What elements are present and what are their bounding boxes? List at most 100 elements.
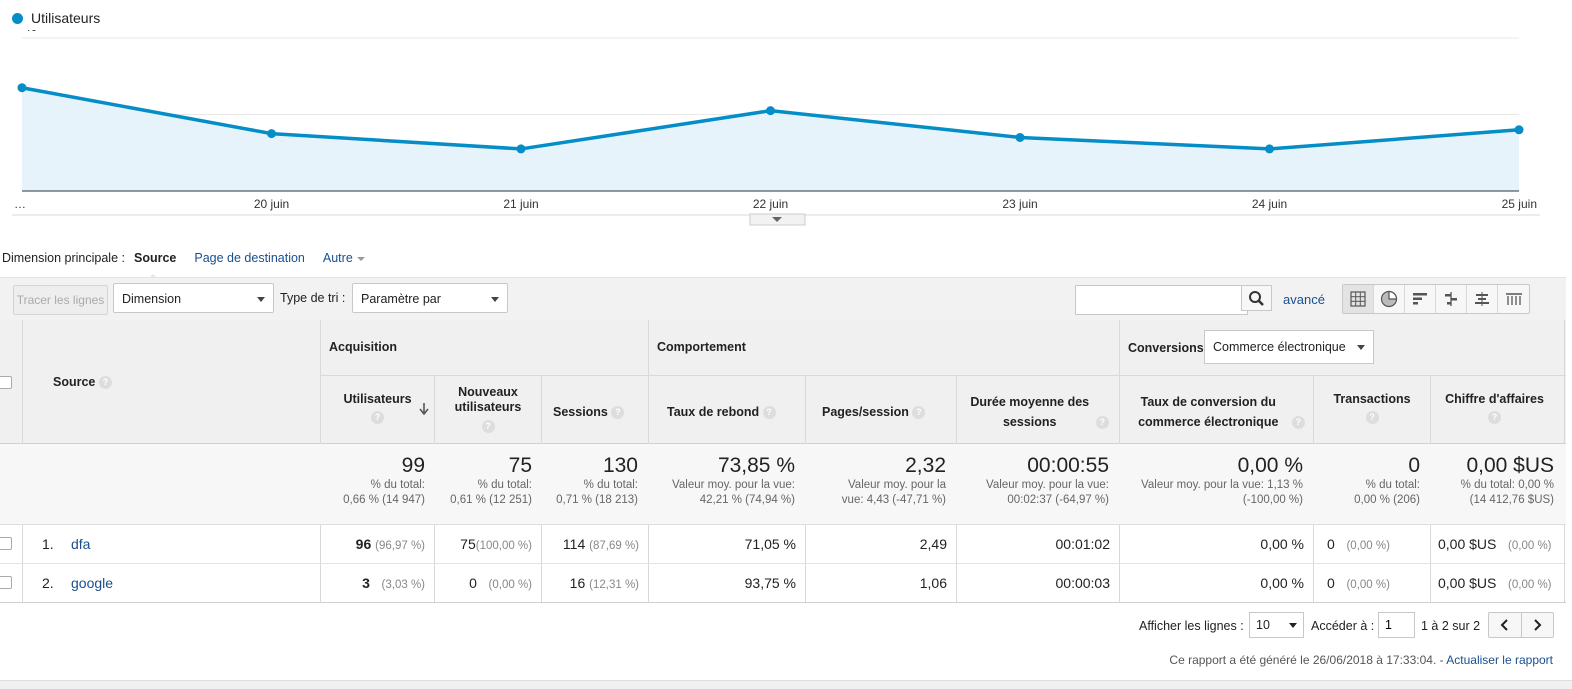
pages-per-session-cell: 1,06 <box>919 575 947 591</box>
total-users-sub2: 0,66 % (14 947) <box>343 494 425 506</box>
pages-per-session-header-label: Pages/session <box>822 405 909 419</box>
revenue-column-header[interactable]: Chiffre d'affaires ? <box>1431 392 1558 425</box>
transactions-column-header[interactable]: Transactions ? <box>1314 392 1430 425</box>
show-rows-dropdown[interactable]: 10 <box>1249 612 1304 638</box>
help-icon[interactable]: ? <box>1291 416 1305 430</box>
help-icon[interactable]: ? <box>1365 411 1379 425</box>
table-search-input[interactable] <box>1075 285 1248 315</box>
avg-duration-cell: 00:00:03 <box>1055 575 1111 591</box>
data-point[interactable] <box>17 83 27 93</box>
data-point[interactable] <box>1265 144 1274 154</box>
view-pie-button[interactable] <box>1374 285 1405 313</box>
view-performance-button[interactable] <box>1405 285 1436 313</box>
source-link[interactable]: google <box>71 575 114 591</box>
source-column-header[interactable]: Source ? <box>53 375 112 390</box>
data-point[interactable] <box>1015 132 1025 142</box>
total-avg-duration-value: 00:00:55 <box>1027 454 1109 477</box>
plot-rows-button[interactable]: Tracer les lignes <box>13 285 108 315</box>
dimension-source-tab[interactable]: Source <box>133 251 177 281</box>
acquisition-group-header: Acquisition <box>329 340 398 354</box>
revenue-header-label: Chiffre d'affaires <box>1445 392 1544 406</box>
table-row[interactable]: 2. google 3 (3,03 %) 0 (0,00 %) 16 (12,3… <box>0 564 1566 603</box>
pie-chart-icon <box>1380 290 1398 308</box>
data-point[interactable] <box>1514 125 1524 135</box>
total-sessions-value: 130 <box>602 454 638 477</box>
total-users-sub1: % du total: <box>370 479 425 491</box>
row-checkbox[interactable] <box>0 576 12 589</box>
help-icon[interactable]: ? <box>611 406 625 420</box>
help-icon[interactable]: ? <box>762 406 776 420</box>
view-term-cloud-button[interactable] <box>1467 285 1498 313</box>
row-checkbox[interactable] <box>0 537 12 550</box>
row-index: 1. <box>42 536 54 552</box>
goto-page-input[interactable] <box>1378 612 1415 638</box>
new-users-header-label: Nouveaux utilisateurs <box>454 385 522 414</box>
total-avg-duration-sub2: 00:02:37 (-64,97 %) <box>1007 494 1109 506</box>
help-icon[interactable]: ? <box>1095 416 1109 430</box>
select-all-checkbox[interactable] <box>0 376 12 389</box>
transactions-header-label: Transactions <box>1333 392 1411 406</box>
pivot-icon <box>1505 293 1522 305</box>
view-pivot-button[interactable] <box>1498 285 1529 313</box>
dimension-other-menu[interactable]: Autre <box>323 251 365 265</box>
table-row[interactable]: 1. dfa 96 (96,97 %) 75(100,00 %) 114 (87… <box>0 525 1566 564</box>
new-users-column-header[interactable]: Nouveaux utilisateurs ? <box>435 385 541 434</box>
data-point[interactable] <box>267 129 276 139</box>
next-page-button[interactable] <box>1522 613 1554 637</box>
secondary-dimension-dropdown[interactable]: Dimension secondaire <box>113 283 274 336</box>
sort-type-dropdown[interactable]: Paramètre par défaut <box>352 283 508 336</box>
sort-desc-arrow-icon <box>419 403 429 415</box>
bounce-rate-cell: 71,05 % <box>744 536 796 552</box>
help-icon[interactable]: ? <box>481 420 495 434</box>
conversions-type-dropdown[interactable]: Commerce électronique <box>1204 330 1374 364</box>
total-pages-per-session-value: 2,32 <box>905 454 946 477</box>
revenue-cell: 0,00 $US (0,00 %) <box>1438 575 1558 591</box>
pages-per-session-cell: 2,49 <box>919 536 947 552</box>
users-column-header[interactable]: Utilisateurs ? <box>321 392 434 425</box>
view-table-button[interactable] <box>1343 285 1374 313</box>
primary-dimension-label: Dimension principale : <box>2 251 125 265</box>
header-divider <box>321 375 1566 376</box>
new-users-cell: 75(100,00 %) <box>435 536 532 552</box>
bounce-rate-column-header[interactable]: Taux de rebond ? <box>667 405 776 420</box>
sessions-pct: (12,31 %) <box>589 579 639 591</box>
refresh-report-link[interactable]: Actualiser le rapport <box>1446 653 1553 667</box>
transactions-value: 0 <box>1327 575 1335 591</box>
x-tick-label: 20 juin <box>254 197 289 211</box>
data-point[interactable] <box>516 144 526 154</box>
sessions-value: 114 <box>562 536 586 552</box>
pages-per-session-column-header[interactable]: Pages/session ? <box>822 405 926 420</box>
dimension-landing-page-link[interactable]: Page de destination <box>194 251 305 265</box>
users-value: 96 <box>355 536 372 552</box>
help-icon[interactable]: ? <box>371 411 384 425</box>
search-button[interactable] <box>1241 285 1272 311</box>
prev-page-button[interactable] <box>1489 613 1522 637</box>
transactions-value: 0 <box>1327 536 1335 552</box>
source-link[interactable]: dfa <box>71 536 91 552</box>
legend-dot-icon <box>12 12 23 24</box>
chart-legend[interactable]: Utilisateurs <box>12 10 100 26</box>
help-icon[interactable]: ? <box>912 406 926 420</box>
total-new-users-sub1: % du total: <box>477 479 532 491</box>
x-tick-label: 23 juin <box>1002 197 1037 211</box>
sessions-value: 16 <box>569 575 586 591</box>
help-icon[interactable]: ? <box>98 376 112 390</box>
total-users-cell: 99 % du total: 0,66 % (14 947) <box>321 454 425 508</box>
users-data-points <box>17 83 1524 154</box>
advanced-filter-link[interactable]: avancé <box>1283 292 1325 307</box>
total-bounce-rate-value: 73,85 % <box>717 454 795 477</box>
data-point[interactable] <box>766 106 775 116</box>
new-users-value: 0 <box>469 575 477 591</box>
total-pages-per-session-sub1: Valeur moy. pour la <box>847 479 946 491</box>
total-users-value: 99 <box>401 454 425 477</box>
sessions-header-label: Sessions <box>553 405 608 419</box>
avg-session-duration-column-header[interactable]: Durée moyenne des sessions ? <box>957 392 1119 432</box>
pagination: Afficher les lignes : 10 Accéder à : 1 à… <box>1139 612 1554 640</box>
sessions-column-header[interactable]: Sessions ? <box>553 405 625 420</box>
help-icon[interactable]: ? <box>1488 411 1501 425</box>
users-pct: (3,03 %) <box>381 579 425 591</box>
ecommerce-conversion-rate-column-header[interactable]: Taux de conversion du commerce électroni… <box>1120 392 1313 432</box>
view-comparison-button[interactable] <box>1436 285 1467 313</box>
report-footer: Ce rapport a été généré le 26/06/2018 à … <box>1169 653 1553 667</box>
